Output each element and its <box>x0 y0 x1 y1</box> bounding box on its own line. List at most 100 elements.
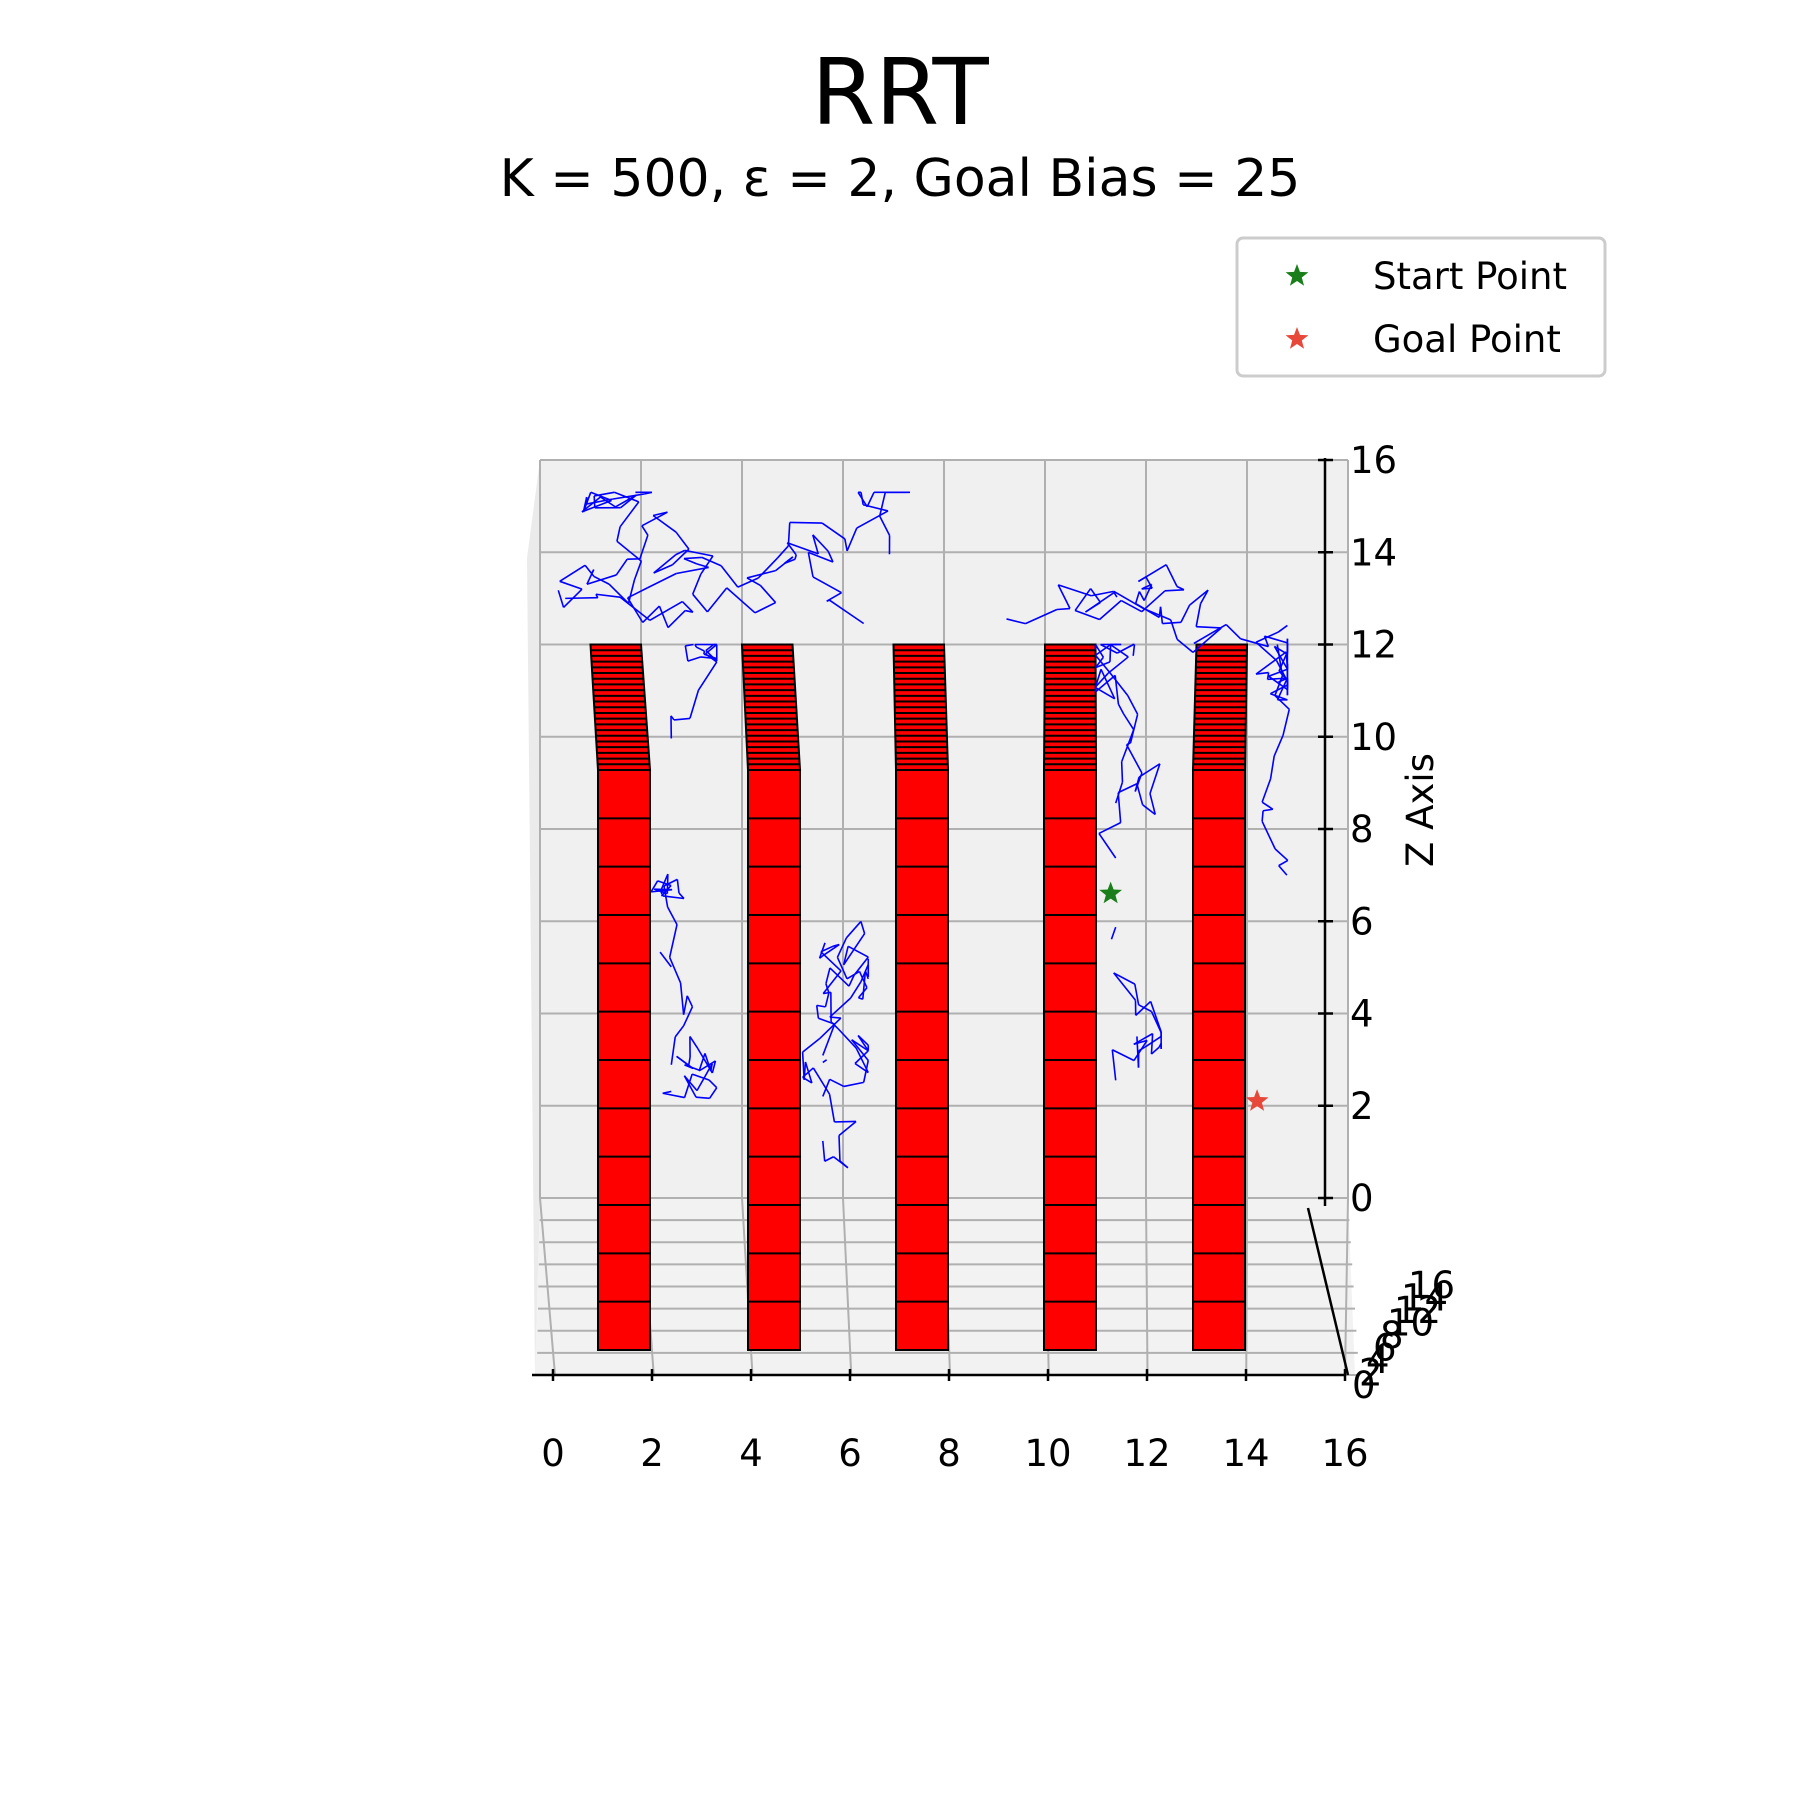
tree-edge <box>822 970 842 995</box>
tree-edge <box>1134 983 1140 1005</box>
tree-edge <box>804 1061 813 1084</box>
tree-edge <box>1195 603 1202 627</box>
tree-edge <box>1143 584 1153 601</box>
tree-edge <box>1180 604 1191 623</box>
z-axis-label: Z Axis <box>1399 753 1442 867</box>
tree-edge <box>1094 644 1105 658</box>
y-tick-label: 0 <box>1352 1364 1376 1407</box>
tree-edge <box>823 991 831 995</box>
tree-edge <box>726 587 756 614</box>
tree-edge <box>1098 821 1122 835</box>
tree-edge <box>1266 672 1270 680</box>
tree-edge <box>1122 713 1135 731</box>
tree-edge <box>850 981 862 999</box>
tree-edge <box>824 992 830 1008</box>
tree-edge <box>1100 643 1118 654</box>
tree-edge <box>1149 1001 1162 1033</box>
grid-line-floor <box>1245 1197 1248 1376</box>
tree-edge <box>829 967 850 987</box>
tree-edge <box>754 601 776 614</box>
tree-edge <box>682 995 689 1015</box>
tree-edge <box>1199 589 1209 605</box>
tree-edge <box>1113 972 1136 985</box>
tree-edge <box>853 956 869 976</box>
tree-edge <box>1142 804 1156 816</box>
tree-edge <box>684 645 689 662</box>
tree-edge <box>612 493 645 500</box>
z-tick-label: 10 <box>1350 716 1397 759</box>
tree-edge <box>846 970 860 980</box>
tree-edge <box>848 974 855 987</box>
tree-edge <box>822 1079 831 1097</box>
tree-edge <box>787 522 791 546</box>
tree-edge <box>829 997 852 1018</box>
z-tick-label: 2 <box>1350 1085 1374 1128</box>
tree-edge <box>802 1038 821 1053</box>
tree-edge <box>696 1096 710 1100</box>
z-tick-label: 0 <box>1350 1177 1374 1220</box>
tree-edge <box>683 1073 693 1098</box>
tree-edge <box>1240 638 1269 648</box>
side-pane <box>527 460 540 1375</box>
tree-edge <box>614 494 637 508</box>
tree-edge <box>691 573 702 595</box>
tree-edge <box>691 1073 710 1081</box>
tree-edge <box>1136 1036 1140 1068</box>
z-tick-label: 16 <box>1350 439 1397 482</box>
tree-edge <box>816 1004 826 1008</box>
tree-edge <box>670 1036 677 1065</box>
tree-edge <box>1274 675 1284 696</box>
obstacle-column <box>589 643 652 1351</box>
tree-edge <box>1277 624 1288 633</box>
tree-edge <box>684 549 714 557</box>
tree-edge <box>808 551 834 563</box>
x-tick-label: 16 <box>1321 1432 1368 1475</box>
tree-edge <box>1111 1049 1135 1062</box>
tree-edge <box>879 515 891 536</box>
tree-edge <box>789 521 823 524</box>
tree-edge <box>681 600 694 613</box>
tree-edge <box>670 715 675 721</box>
tree-edge <box>616 526 621 542</box>
tree-edge <box>1268 675 1288 691</box>
tree-edge <box>1278 865 1288 876</box>
tree-edge <box>633 560 643 581</box>
legend-label: Goal Point <box>1373 318 1561 361</box>
tree-edge <box>683 1075 698 1092</box>
tree-edge <box>673 717 691 721</box>
tree-edge <box>815 1005 820 1019</box>
tree-edge <box>639 534 649 560</box>
tree-edge <box>864 970 870 980</box>
legend: Start Point Goal Point <box>1235 236 1607 378</box>
tree-edge <box>692 593 709 613</box>
tree-edge <box>826 599 830 602</box>
tree-edge <box>672 548 690 566</box>
tree-edge <box>595 593 621 598</box>
y-tick-label: 14 <box>1401 1277 1448 1320</box>
tree-edge <box>678 892 685 900</box>
tree-edge <box>706 587 728 613</box>
x-tick-label: 2 <box>640 1432 664 1475</box>
tree-edge <box>1117 792 1122 823</box>
tree-edge <box>855 1047 869 1073</box>
tree-edge <box>1114 675 1120 705</box>
tree-edge <box>828 1094 836 1123</box>
tree-edge <box>1095 643 1112 656</box>
chart-title: RRT <box>811 39 989 146</box>
tree-edge <box>720 565 739 588</box>
tree-edge <box>697 661 718 691</box>
tree-edge <box>825 967 831 984</box>
tree-edge <box>701 556 722 567</box>
z-tick-label: 8 <box>1350 808 1374 851</box>
tree-edge <box>687 656 701 662</box>
tree-edge <box>845 920 862 939</box>
tree-edge <box>559 580 583 590</box>
chart-subtitle: K = 500, ε = 2, Goal Bias = 25 <box>500 149 1301 209</box>
tree-edge <box>689 689 700 719</box>
tree-edge <box>559 564 586 582</box>
tree-edge <box>1165 564 1178 587</box>
tree-edge <box>676 566 709 575</box>
axis-lines <box>532 458 1350 1377</box>
tree-edge <box>842 946 849 966</box>
tree-edge <box>1273 735 1284 757</box>
